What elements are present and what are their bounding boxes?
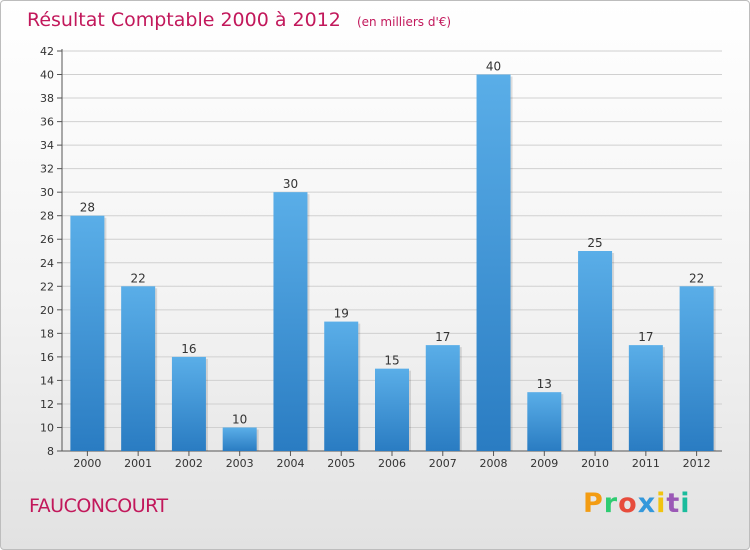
- bar-value-label: 22: [689, 271, 704, 285]
- bar-value-label: 30: [283, 177, 298, 191]
- y-tick-label: 38: [40, 92, 54, 105]
- y-tick-label: 34: [40, 139, 54, 152]
- commune-name: FAUCONCOURT: [29, 495, 168, 517]
- bar-value-label: 10: [232, 412, 247, 426]
- x-tick-label: 2005: [327, 457, 355, 470]
- bar: [679, 286, 714, 451]
- x-tick-label: 2001: [124, 457, 152, 470]
- proxiti-logo: Proxiti: [583, 488, 691, 519]
- logo-letter: P: [583, 488, 604, 519]
- bar-value-label: 25: [587, 236, 602, 250]
- x-tick-label: 2008: [480, 457, 508, 470]
- y-tick-label: 16: [40, 351, 54, 364]
- x-tick-label: 2006: [378, 457, 406, 470]
- logo-letter: x: [637, 488, 657, 519]
- logo-letter: r: [603, 488, 619, 519]
- bar: [273, 192, 308, 452]
- y-tick-label: 40: [40, 69, 54, 82]
- bar-value-label: 17: [435, 330, 450, 344]
- bar: [171, 356, 206, 451]
- bar-value-label: 28: [80, 201, 95, 215]
- x-tick-label: 2010: [581, 457, 609, 470]
- logo-letter: t: [666, 488, 681, 519]
- x-tick-label: 2011: [632, 457, 660, 470]
- x-tick-label: 2012: [683, 457, 711, 470]
- bar: [70, 215, 105, 451]
- bar-value-label: 16: [181, 342, 196, 356]
- logo-letter: i: [656, 488, 667, 519]
- chart-subtitle: (en milliers d'€): [356, 15, 452, 29]
- logo-letter: i: [680, 488, 691, 519]
- y-tick-label: 22: [40, 280, 54, 293]
- bar-value-label: 22: [131, 271, 146, 285]
- y-tick-label: 32: [40, 163, 54, 176]
- bar: [121, 286, 156, 451]
- bar: [222, 427, 257, 451]
- y-tick-label: 26: [40, 233, 54, 246]
- x-tick-label: 2000: [73, 457, 101, 470]
- bar: [628, 345, 663, 451]
- bar: [324, 321, 359, 451]
- y-tick-label: 18: [40, 327, 54, 340]
- bar-value-label: 17: [638, 330, 653, 344]
- x-tick-label: 2003: [226, 457, 254, 470]
- bar-value-label: 19: [334, 307, 349, 321]
- y-tick-label: 20: [40, 304, 54, 317]
- bar-value-label: 13: [537, 377, 552, 391]
- y-tick-label: 30: [40, 186, 54, 199]
- y-tick-label: 12: [40, 398, 54, 411]
- chart-title-text: Résultat Comptable 2000 à 2012: [27, 9, 341, 31]
- y-tick-label: 42: [40, 45, 54, 58]
- bar: [375, 368, 409, 451]
- x-tick-label: 2009: [530, 457, 558, 470]
- y-tick-label: 8: [47, 445, 54, 458]
- bar: [578, 251, 613, 451]
- logo-letter: o: [618, 488, 638, 519]
- x-tick-label: 2004: [276, 457, 304, 470]
- y-tick-label: 28: [40, 210, 54, 223]
- bar: [527, 392, 562, 451]
- x-tick-label: 2002: [175, 457, 203, 470]
- y-tick-label: 36: [40, 116, 54, 129]
- chart-title: Résultat Comptable 2000 à 2012 (en milli…: [27, 9, 451, 31]
- bar: [476, 74, 511, 451]
- bar-value-label: 40: [486, 60, 501, 74]
- bar: [425, 345, 460, 451]
- y-tick-label: 14: [40, 374, 54, 387]
- y-tick-label: 10: [40, 421, 54, 434]
- y-tick-label: 24: [40, 257, 54, 270]
- x-tick-label: 2007: [429, 457, 457, 470]
- bar-value-label: 15: [384, 354, 399, 368]
